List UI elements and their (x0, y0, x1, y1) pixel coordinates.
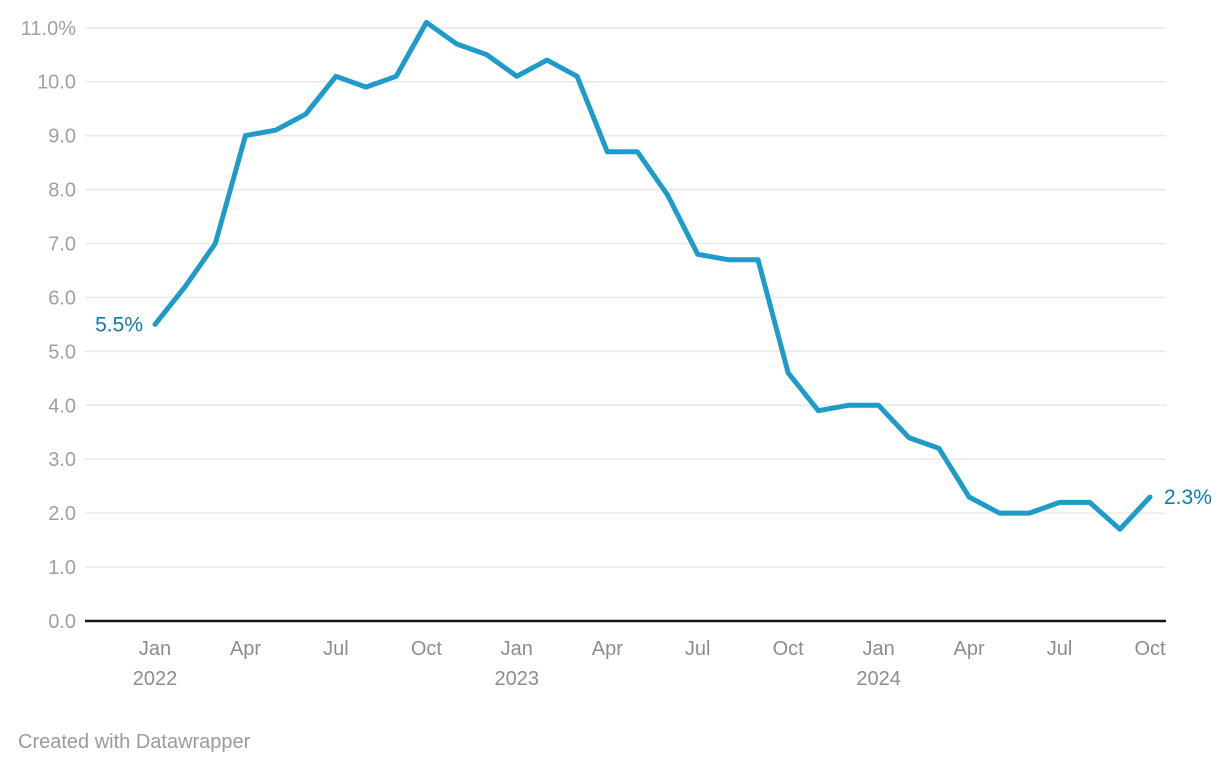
x-tick-label: Jan (139, 638, 171, 660)
x-tick-label: Jan (501, 638, 533, 660)
y-tick-label: 1.0 (48, 557, 76, 579)
x-tick-label: Jan (862, 638, 894, 660)
y-tick-label: 11.0% (21, 18, 76, 40)
y-tick-label: 7.0 (48, 234, 76, 256)
y-tick-label: 3.0 (48, 449, 76, 471)
y-tick-label: 6.0 (48, 287, 76, 309)
y-tick-label: 0.0 (48, 611, 76, 633)
start-value-label: 5.5% (95, 313, 143, 336)
attribution-text: Created with Datawrapper (18, 731, 251, 753)
gridlines (85, 27, 1166, 568)
x-tick-label: Apr (230, 638, 261, 660)
x-tick-label: Oct (1134, 638, 1166, 660)
y-tick-label: 10.0 (37, 72, 76, 94)
end-value-label: 2.3% (1164, 486, 1212, 509)
x-tick-label: Oct (411, 638, 443, 660)
attribution: Created with Datawrapper (18, 731, 250, 753)
x-tick-label: Jul (685, 638, 711, 660)
x-tick-year-label: 2024 (856, 668, 901, 690)
x-tick-label: Apr (954, 638, 985, 660)
x-axis-labels: Jan 2022 Apr Jul Oct Jan 2023 Apr Jul Oct Jan 2024 A… (133, 638, 1166, 690)
x-tick-label: Jul (323, 638, 349, 660)
y-tick-label: 8.0 (48, 180, 76, 202)
y-tick-label: 4.0 (48, 395, 76, 417)
y-tick-label: 5.0 (48, 341, 76, 363)
x-tick-label: Oct (773, 638, 805, 660)
line-chart: 0.0 1.0 2.0 3.0 4.0 5.0 6.0 7.0 8.0 9.0 10.0 11.0% J… (21, 18, 1212, 690)
x-tick-year-label: 2022 (133, 668, 178, 690)
data-line (152, 19, 1153, 532)
y-axis-labels: 0.0 1.0 2.0 3.0 4.0 5.0 6.0 7.0 8.0 9.0 10.0 11.0% (21, 18, 76, 633)
x-tick-label: Jul (1047, 638, 1073, 660)
x-tick-year-label: 2023 (495, 668, 540, 690)
y-tick-label: 2.0 (48, 503, 76, 525)
y-tick-label: 9.0 (48, 126, 76, 148)
x-tick-label: Apr (592, 638, 623, 660)
